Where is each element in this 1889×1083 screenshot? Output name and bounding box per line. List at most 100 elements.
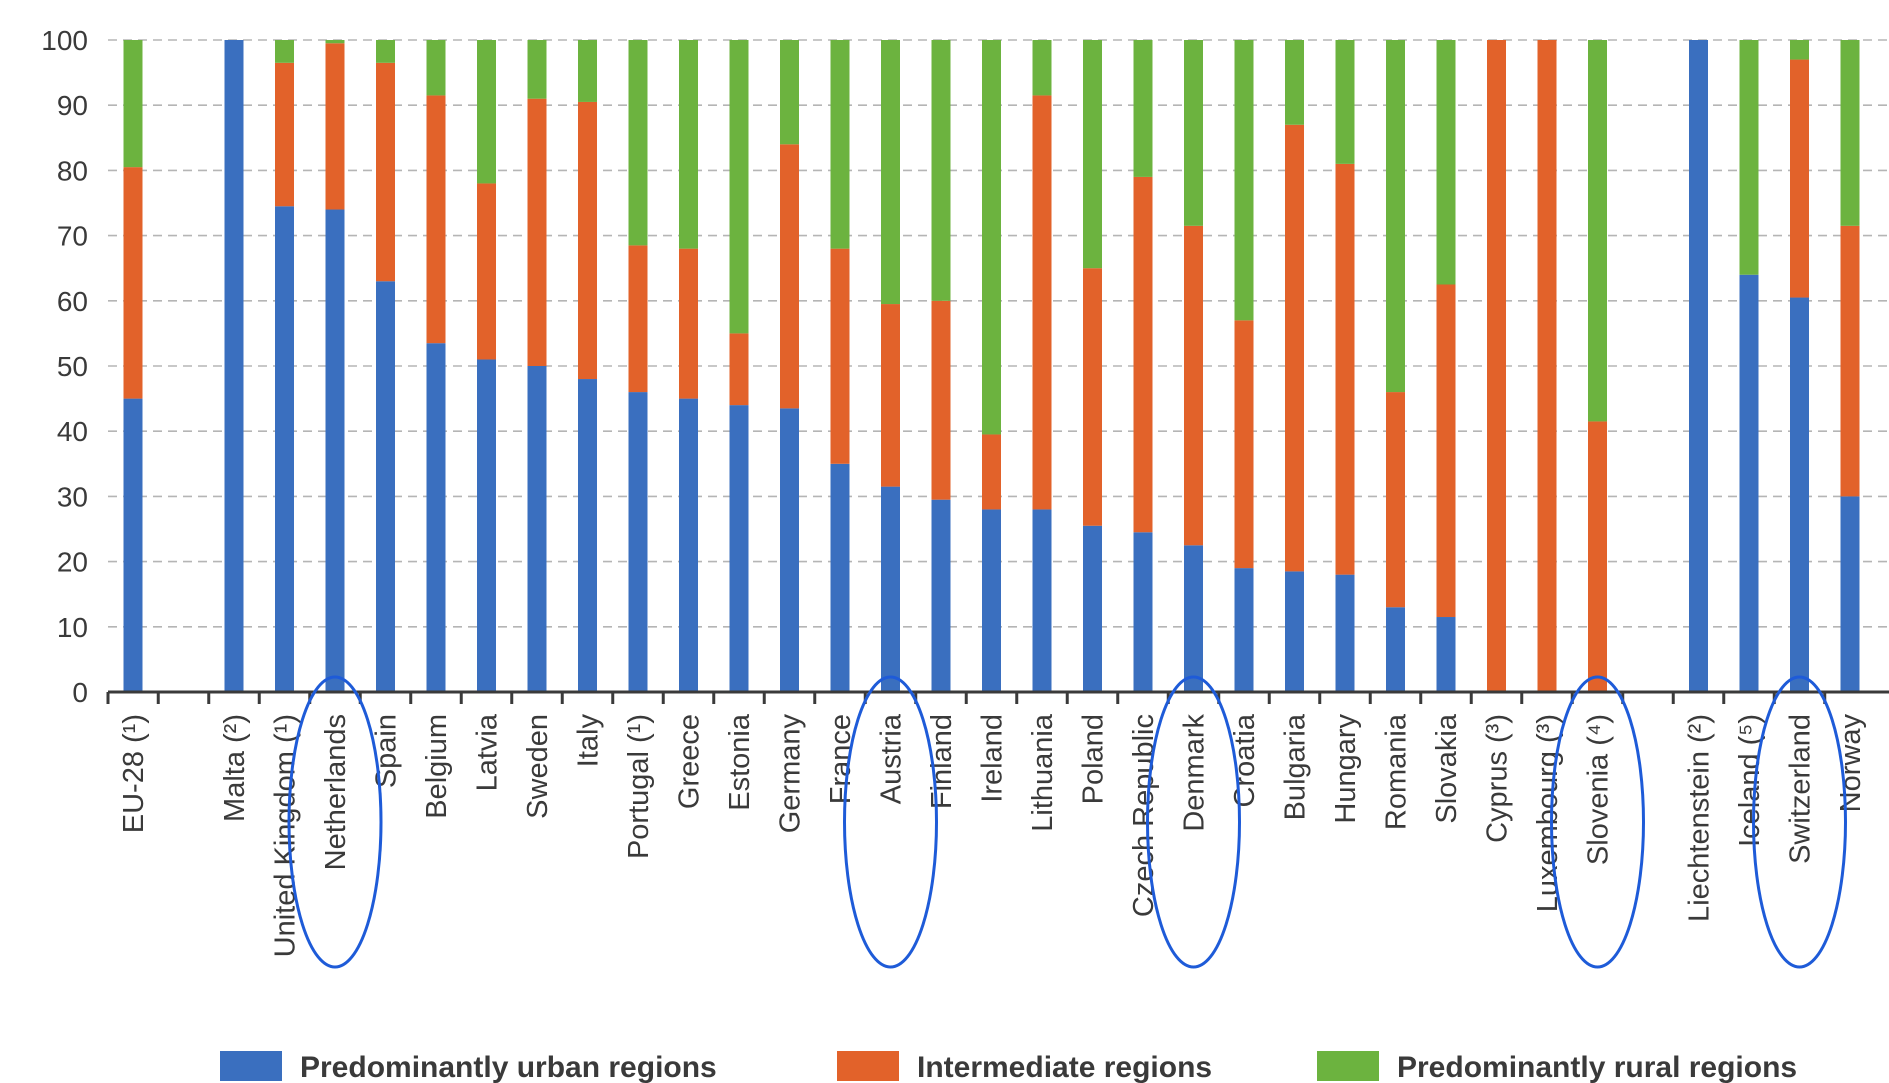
highlight-circle-slovenia (1550, 675, 1645, 969)
bar-austria-predominantly-urban-regions (881, 486, 900, 692)
bar-hungary-predominantly-rural-regions (1335, 40, 1355, 164)
legend: Predominantly urban regions Intermediate … (220, 1051, 1797, 1083)
highlight-circle-netherlands (287, 675, 383, 969)
bar-latvia-intermediate-regions (477, 183, 496, 360)
bar-romania-intermediate-regions (1386, 392, 1405, 608)
bar-portugal-predominantly-rural-regions (628, 40, 648, 246)
bar-france-predominantly-rural-regions (830, 40, 850, 249)
bar-belgium-intermediate-regions (426, 95, 446, 344)
legend-item-predominantly-rural-regions: Predominantly rural regions (1317, 1051, 1797, 1083)
bar-luxembourg-intermediate-regions (1537, 40, 1557, 692)
x-tick-label-slovenia: Slovenia (⁴) (1583, 714, 1615, 865)
highlight-circle-denmark (1146, 675, 1241, 969)
bar-greece-predominantly-urban-regions (679, 398, 698, 692)
x-tick-label-malta: Malta (²) (219, 714, 251, 822)
bar-bulgaria-intermediate-regions (1285, 124, 1304, 572)
bar-czech-republic-predominantly-urban-regions (1133, 532, 1153, 692)
x-tick-label-hungary: Hungary (1330, 714, 1362, 824)
bar-spain-predominantly-urban-regions (376, 281, 395, 692)
y-tick-label-0: 0 (72, 677, 88, 708)
bar-ireland-predominantly-urban-regions (982, 509, 1001, 692)
x-tick-label-sweden: Sweden (522, 714, 554, 819)
bar-germany-intermediate-regions (780, 144, 799, 409)
bar-france-intermediate-regions (830, 248, 850, 464)
x-tick-label-latvia: Latvia (472, 713, 504, 791)
y-tick-label-10: 10 (57, 612, 88, 643)
bar-bulgaria-predominantly-urban-regions (1285, 571, 1304, 692)
x-tick-label-united-kingdom: United Kingdom (¹) (270, 714, 302, 957)
bar-romania-predominantly-rural-regions (1386, 40, 1405, 393)
bar-germany-predominantly-rural-regions (780, 40, 799, 145)
y-tick-label-40: 40 (57, 416, 88, 447)
bar-lithuania-predominantly-urban-regions (1032, 509, 1052, 692)
highlight-circles (287, 675, 1847, 969)
x-tick-label-portugal: Portugal (¹) (623, 714, 655, 859)
bar-germany-predominantly-urban-regions (780, 408, 799, 692)
legend-swatch-predominantly-urban-regions (220, 1051, 282, 1081)
y-tick-label-60: 60 (57, 286, 88, 317)
bar-united-kingdom-predominantly-rural-regions (275, 40, 294, 63)
y-tick-labels: 0 10 20 30 40 50 60 70 80 90 100 (41, 25, 88, 708)
bar-estonia-predominantly-urban-regions (729, 405, 749, 692)
bar-poland-intermediate-regions (1083, 268, 1102, 526)
bar-finland-predominantly-urban-regions (931, 499, 951, 692)
legend-label-predominantly-urban-regions: Predominantly urban regions (300, 1051, 717, 1083)
legend-label-predominantly-rural-regions: Predominantly rural regions (1397, 1051, 1797, 1083)
bar-latvia-predominantly-urban-regions (477, 359, 496, 692)
bar-eu-28-intermediate-regions (123, 167, 143, 399)
bar-denmark-intermediate-regions (1184, 225, 1203, 546)
bar-sweden-predominantly-rural-regions (527, 40, 547, 99)
bar-italy-predominantly-urban-regions (578, 379, 597, 692)
bar-netherlands-predominantly-urban-regions (325, 209, 345, 692)
legend-swatch-intermediate-regions (837, 1051, 899, 1081)
bar-austria-intermediate-regions (881, 304, 900, 487)
bar-spain-predominantly-rural-regions (376, 40, 395, 63)
x-tick-label-estonia: Estonia (724, 713, 756, 811)
x-tick-label-italy: Italy (573, 714, 605, 768)
bar-italy-intermediate-regions (578, 101, 597, 380)
bar-spain-intermediate-regions (376, 62, 395, 282)
x-tick-label-romania: Romania (1381, 713, 1413, 830)
x-tick-label-eu-28: EU-28 (¹) (118, 714, 150, 833)
bar-united-kingdom-intermediate-regions (275, 62, 294, 207)
bar-slovenia-predominantly-rural-regions (1588, 40, 1607, 422)
x-tick-label-norway: Norway (1835, 714, 1867, 813)
bar-finland-intermediate-regions (931, 300, 951, 500)
bar-belgium-predominantly-rural-regions (426, 40, 446, 96)
bar-switzerland-predominantly-rural-regions (1790, 40, 1809, 60)
bar-croatia-predominantly-urban-regions (1234, 568, 1254, 692)
x-tick-label-iceland: Iceland (⁵) (1734, 714, 1766, 847)
x-tick-label-poland: Poland (1078, 714, 1110, 804)
bar-slovakia-intermediate-regions (1436, 284, 1456, 618)
bar-portugal-predominantly-urban-regions (628, 392, 648, 692)
bar-italy-predominantly-rural-regions (578, 40, 597, 102)
bar-norway-intermediate-regions (1840, 225, 1860, 497)
bars (123, 40, 1860, 692)
y-tick-label-100: 100 (41, 25, 88, 56)
bar-liechtenstein-predominantly-urban-regions (1689, 40, 1708, 692)
y-tick-label-30: 30 (57, 481, 88, 512)
highlight-circle-switzerland (1752, 675, 1847, 969)
bar-croatia-intermediate-regions (1234, 320, 1254, 569)
bar-france-predominantly-urban-regions (830, 463, 850, 692)
legend-swatch-predominantly-rural-regions (1317, 1051, 1379, 1081)
bar-denmark-predominantly-urban-regions (1184, 545, 1203, 692)
x-tick-label-liechtenstein: Liechtenstein (²) (1684, 714, 1716, 922)
x-tick-label-lithuania: Lithuania (1027, 713, 1059, 832)
bar-finland-predominantly-rural-regions (931, 40, 951, 301)
x-tick-label-germany: Germany (775, 714, 807, 834)
bar-latvia-predominantly-rural-regions (477, 40, 496, 184)
y-tick-label-90: 90 (57, 90, 88, 121)
bar-lithuania-predominantly-rural-regions (1032, 40, 1052, 96)
legend-label-intermediate-regions: Intermediate regions (917, 1051, 1212, 1083)
bar-united-kingdom-predominantly-urban-regions (275, 206, 294, 692)
bar-portugal-intermediate-regions (628, 245, 648, 393)
bar-switzerland-predominantly-urban-regions (1790, 297, 1809, 692)
bar-croatia-predominantly-rural-regions (1234, 40, 1254, 321)
x-tick-label-austria: Austria (876, 713, 908, 804)
bar-malta-predominantly-urban-regions (224, 40, 244, 692)
y-tick-label-70: 70 (57, 221, 88, 252)
highlight-circle-austria (843, 675, 938, 969)
y-tick-label-20: 20 (57, 547, 88, 578)
